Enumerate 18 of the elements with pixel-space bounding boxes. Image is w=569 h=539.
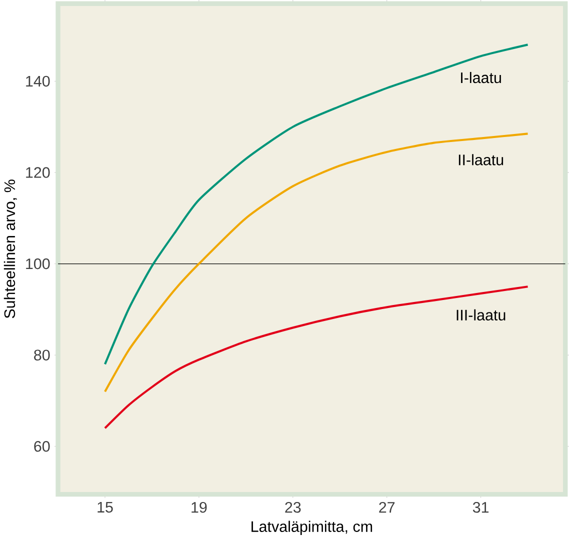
y-tick-label: 100 — [26, 258, 50, 270]
y-tick-label: 140 — [26, 76, 50, 87]
x-tick-label: 19 — [192, 502, 207, 513]
line-series — [104, 44, 529, 366]
y-tick-label: 80 — [34, 350, 50, 361]
series-label: I-laatu — [461, 72, 501, 84]
series-label: III-laatu — [456, 309, 506, 321]
x-axis-title: Latvaläpimitta, cm — [252, 520, 372, 536]
y-tick-label: 120 — [26, 167, 50, 178]
y-tick-label: 60 — [34, 441, 50, 452]
x-tick-label: 27 — [379, 502, 395, 513]
line-series — [104, 132, 529, 393]
series-label: II-laatu — [458, 154, 504, 166]
x-tick-label: 31 — [472, 502, 489, 513]
x-tick-label: 23 — [285, 502, 301, 513]
x-tick-label: 15 — [98, 502, 113, 513]
y-axis-title: Suhteellinen arvo, % — [4, 180, 17, 318]
line-series — [104, 286, 529, 430]
